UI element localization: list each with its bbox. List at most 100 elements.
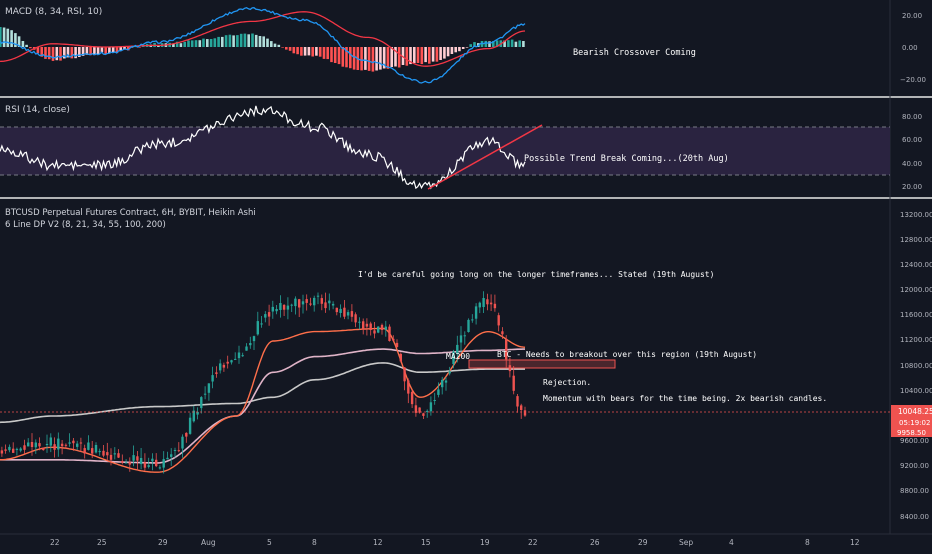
candle-body [76, 443, 79, 447]
time-axis-tick: Sep [679, 538, 693, 547]
macd-histogram-bar [29, 47, 32, 49]
candle-body [452, 351, 455, 365]
candle-body [362, 321, 365, 330]
time-axis[interactable]: 22 25 29 Aug 5 8 12 15 19 22 26 29 Sep 4… [0, 533, 932, 547]
candle-body [516, 396, 519, 407]
candle-body [94, 445, 98, 453]
rsi-pane[interactable]: RSI (14, close) 80.00 60.00 40.00 20.00 … [0, 105, 922, 191]
candles [0, 291, 527, 474]
macd-histogram-bar [352, 47, 356, 70]
macd-histogram-bar [307, 47, 311, 56]
candle-body [264, 314, 267, 318]
candle-body [399, 353, 402, 362]
candle-body [407, 380, 410, 394]
macd-histogram-bar [337, 47, 341, 65]
rsi-axis-tick: 80.00 [902, 113, 922, 121]
ma-200-line [0, 348, 525, 464]
candle-body [433, 400, 436, 401]
macd-histogram-bar [63, 47, 66, 59]
candle-body [136, 456, 139, 461]
macd-axis-tick: 0.00 [902, 44, 918, 52]
macd-histogram-bar [202, 38, 205, 47]
candle-body [313, 297, 316, 306]
macd-histogram-bar [266, 38, 269, 47]
candle-body [23, 445, 26, 450]
candle-body [158, 467, 162, 469]
macd-axis-tick: 20.00 [902, 12, 922, 20]
candle-body [192, 410, 195, 422]
macd-histogram-bar [341, 47, 345, 67]
macd-histogram-bar [288, 47, 292, 51]
candle-body [309, 303, 312, 305]
candle-body [429, 402, 433, 412]
time-axis-tick: 22 [528, 538, 538, 547]
candle-body [422, 413, 425, 416]
macd-histogram-bar [379, 47, 382, 70]
candle-body [102, 450, 105, 456]
candle-body [166, 457, 169, 460]
macd-histogram-bar [277, 44, 281, 47]
ma-21-line [0, 327, 526, 473]
indicator-label: 6 Line DP V2 (8, 21, 34, 55, 100, 200) [5, 220, 166, 230]
candle-body [437, 389, 440, 395]
macd-histogram-bar [96, 47, 100, 55]
macd-histogram-bar [59, 47, 62, 61]
candle-body [207, 383, 211, 393]
macd-histogram-bar [2, 27, 6, 47]
macd-histogram-bar [190, 40, 194, 47]
candle-body [478, 302, 481, 308]
candle-body [482, 298, 485, 307]
macd-histogram-bar [330, 47, 333, 63]
candle-body [523, 410, 527, 416]
macd-histogram-bar [473, 42, 476, 47]
macd-histogram-bar [431, 47, 435, 62]
macd-histogram-bar [44, 47, 47, 59]
last-price-tag[interactable] [891, 405, 932, 417]
candle-body [275, 309, 278, 312]
price-title: BTCUSD Perpetual Futures Contract, 6H, B… [5, 208, 256, 218]
candle-body [222, 364, 226, 368]
macd-histogram-bar [74, 47, 77, 59]
candle-body [241, 355, 244, 357]
candle-body [441, 379, 444, 388]
price-axis-tick: 9200.00 [900, 462, 929, 470]
macd-histogram-bar [469, 44, 472, 47]
candle-body [12, 448, 15, 453]
macd-histogram-bar [322, 47, 326, 59]
rsi-trendline[interactable] [427, 124, 543, 190]
macd-histogram-bar [281, 47, 284, 48]
macd-histogram-bar [247, 34, 250, 47]
candle-body [113, 453, 116, 455]
candle-body [72, 440, 75, 444]
candle-body [170, 454, 173, 457]
macd-histogram-bar [10, 30, 13, 47]
candle-body [83, 448, 86, 454]
candle-body [30, 442, 34, 447]
annotation-breakout: BTC - Needs to breakout over this region… [497, 350, 757, 359]
price-axis-tick: 8800.00 [900, 487, 929, 495]
macd-histogram-bar [360, 47, 363, 71]
price-pane[interactable]: BTCUSD Perpetual Futures Contract, 6H, B… [0, 208, 932, 521]
candle-body [215, 372, 218, 374]
candle-body [380, 324, 384, 330]
time-axis-tick: 5 [267, 538, 272, 547]
price-axis-tick: 11200.00 [900, 336, 932, 344]
macd-histogram-bar [89, 47, 92, 56]
macd-pane[interactable]: MACD (8, 34, RSI, 10) 20.00 0.00 −20.00 … [0, 6, 926, 84]
macd-histogram-bar [93, 47, 96, 56]
macd-histogram-bar [194, 40, 198, 47]
macd-histogram-bar [209, 39, 213, 47]
time-axis-tick: 19 [480, 538, 490, 547]
macd-histogram-bar [251, 33, 254, 47]
macd-histogram-bar [21, 41, 25, 47]
breakout-region-box[interactable] [468, 359, 616, 369]
price-axis-tick: 9600.00 [900, 437, 929, 445]
macd-histogram-bar [55, 47, 59, 61]
macd-histogram-bar [123, 47, 126, 50]
candle-body [456, 344, 459, 354]
macd-histogram-bar [51, 47, 55, 61]
macd-histogram-bar [296, 47, 299, 55]
candle-body [106, 452, 109, 456]
macd-histogram-bar [443, 47, 446, 59]
